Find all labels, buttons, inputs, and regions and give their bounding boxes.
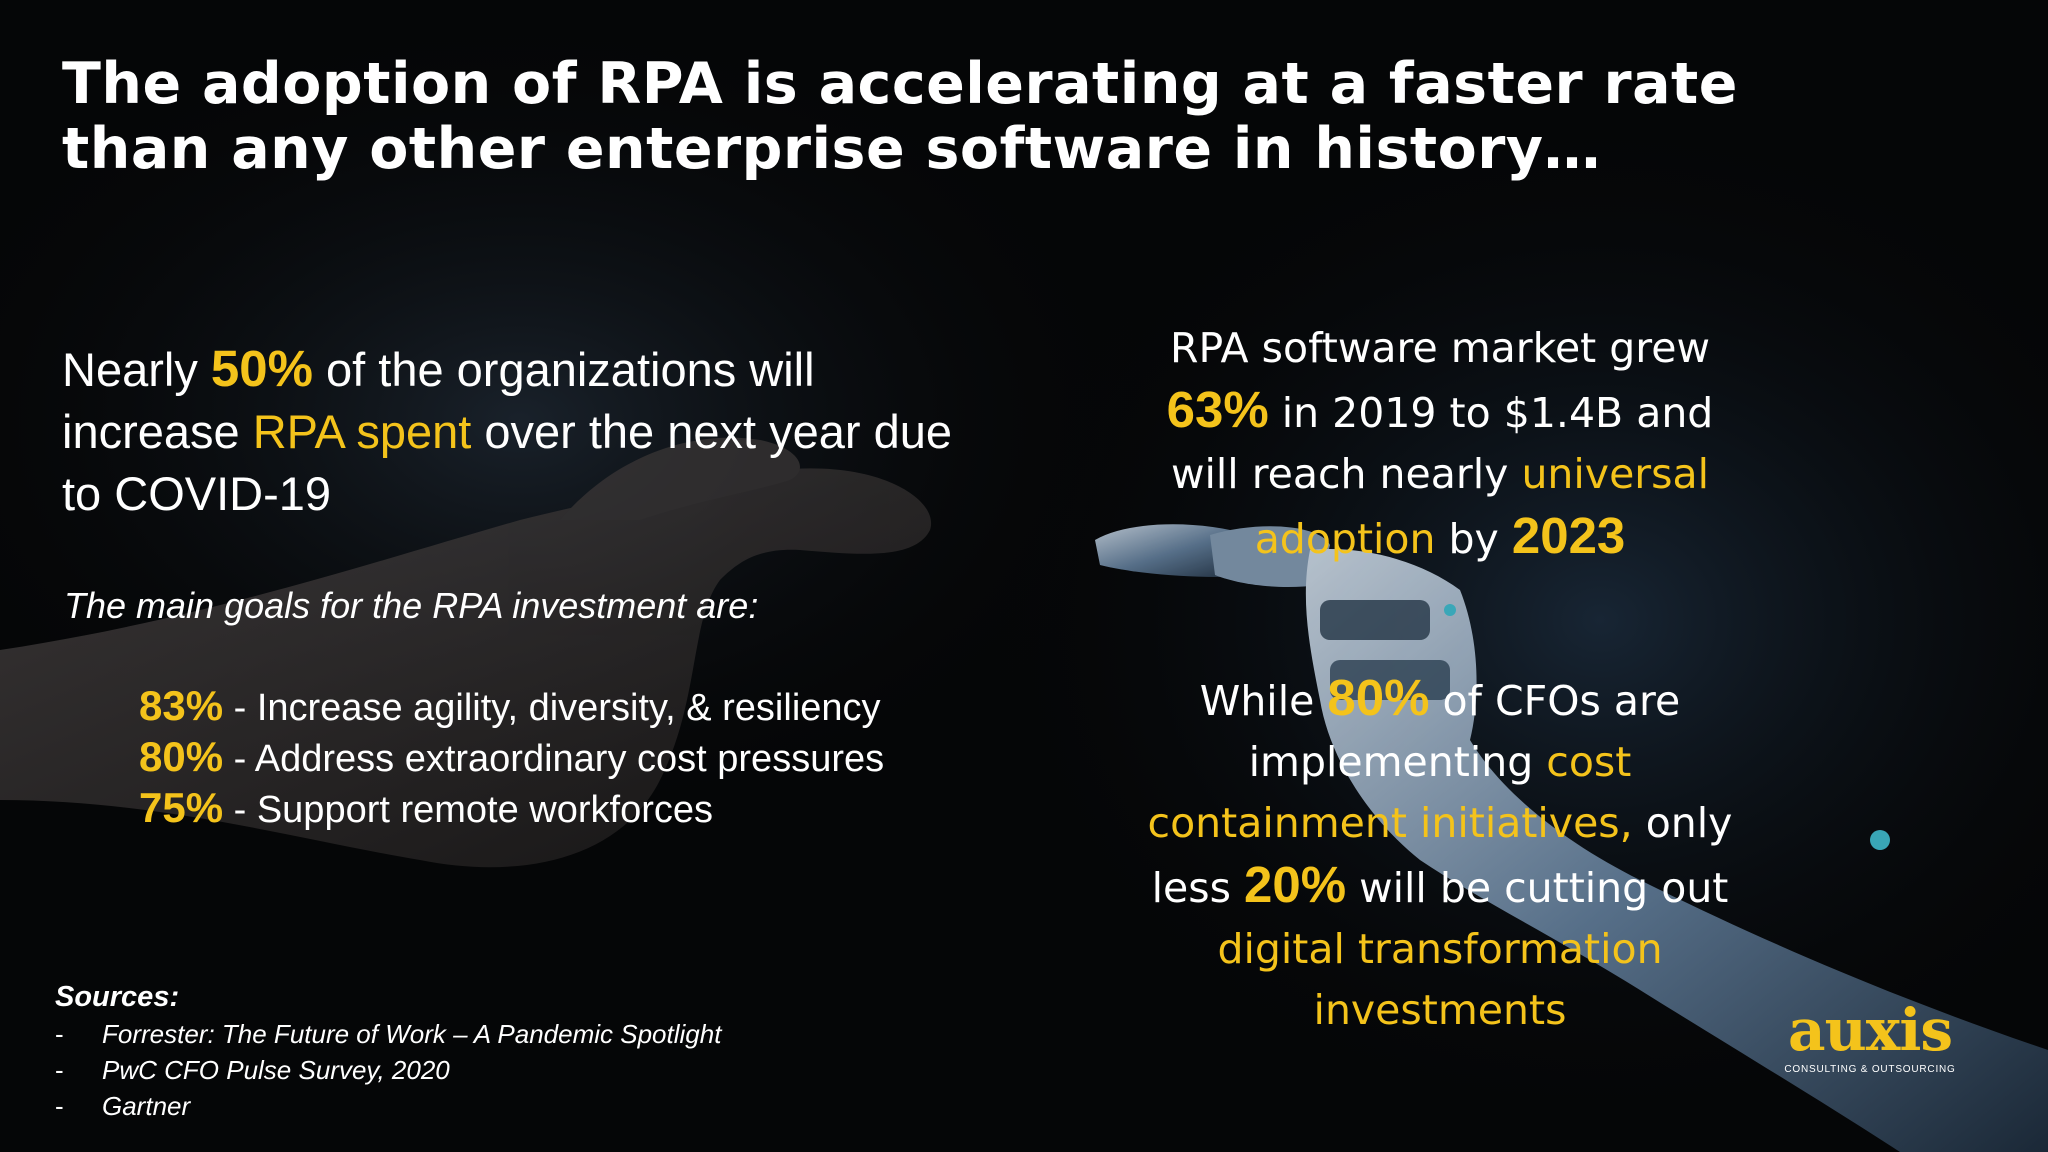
right-glow-shape: [980, 100, 2048, 1140]
logo-wordmark: auxis: [1787, 996, 1953, 1064]
market-growth-block: RPA software market grew 63% in 2019 to …: [1090, 318, 1790, 570]
cfo-line-3: containment initiatives, only: [1090, 793, 1790, 854]
market-line-2-text: in 2019 to $1.4B and: [1268, 389, 1714, 437]
market-highlight-adoption: adoption: [1254, 515, 1436, 563]
cfo-block: While 80% of CFOs are implementing cost …: [1090, 667, 1790, 1041]
title-line-1: The adoption of RPA is accelerating at a…: [62, 51, 1738, 117]
intro-highlight: RPA spent: [252, 405, 472, 458]
cfo-line-3-post: only: [1632, 799, 1733, 847]
goals-intro: The main goals for the RPA investment ar…: [64, 585, 759, 626]
source-dash: -: [55, 1019, 64, 1049]
source-item: - Gartner: [55, 1088, 955, 1124]
human-hand-shape: [0, 437, 932, 868]
cfo-line-2-pre: implementing: [1248, 738, 1547, 786]
source-item: - Forrester: The Future of Work – A Pande…: [55, 1016, 955, 1052]
goal-percent: 80%: [139, 733, 224, 780]
source-text: Forrester: The Future of Work – A Pandem…: [102, 1019, 722, 1049]
cfo-line-1-post: of CFOs are: [1429, 677, 1681, 725]
auxis-logo: auxis CONSULTING & OUTSOURCING: [1780, 1000, 1960, 1080]
logo-tagline: CONSULTING & OUTSOURCING: [1784, 1064, 1956, 1075]
cfo-line-4: less 20% will be cutting out: [1090, 854, 1790, 919]
goal-text: - Increase agility, diversity, & resilie…: [223, 687, 881, 729]
source-text: Gartner: [102, 1091, 191, 1121]
market-percent: 63%: [1166, 381, 1269, 438]
cfo-percent-2: 20%: [1243, 856, 1347, 913]
source-text: PwC CFO Pulse Survey, 2020: [102, 1055, 450, 1085]
market-line-2: 63% in 2019 to $1.4B and: [1090, 379, 1790, 444]
goal-item: 75% - Support remote workforces: [139, 782, 959, 833]
sources-section: Sources: - Forrester: The Future of Work …: [55, 978, 955, 1124]
cfo-line-2: implementing cost: [1090, 732, 1790, 793]
goal-item: 83% - Increase agility, diversity, & res…: [139, 680, 959, 731]
intro-middle: of the organizations will increase: [62, 343, 815, 458]
goal-text: - Address extraordinary cost pressures: [223, 738, 885, 780]
cfo-line-4-pre: less: [1151, 864, 1244, 912]
market-line-4: adoption by 2023: [1090, 505, 1790, 570]
intro-percent: 50%: [210, 340, 313, 397]
title-line-2: than any other enterprise software in hi…: [62, 116, 1602, 182]
robot-hand-shape: [1095, 524, 2048, 1152]
market-year: 2023: [1511, 507, 1626, 564]
intro-prefix: Nearly: [62, 343, 211, 396]
goal-text: - Support remote workforces: [223, 789, 714, 831]
cfo-line-4-post: will be cutting out: [1346, 864, 1729, 912]
goals-list: 83% - Increase agility, diversity, & res…: [139, 680, 959, 833]
market-line-4-text: by: [1435, 515, 1512, 563]
market-highlight-universal: universal: [1521, 450, 1710, 498]
slide-title: The adoption of RPA is accelerating at a…: [62, 52, 1862, 182]
cfo-line-5: digital transformation: [1217, 925, 1663, 973]
market-line-3-text: will reach nearly: [1170, 450, 1522, 498]
source-item: - PwC CFO Pulse Survey, 2020: [55, 1052, 955, 1088]
cfo-highlight-cost: cost: [1546, 738, 1632, 786]
market-line-1: RPA software market grew: [1169, 324, 1711, 372]
sources-title: Sources:: [55, 981, 180, 1013]
cfo-line-1-pre: While: [1199, 677, 1328, 725]
intro-suffix: over the next year due to COVID-19: [62, 405, 953, 520]
source-dash: -: [55, 1055, 64, 1085]
cfo-line-6: investments: [1313, 986, 1567, 1034]
source-dash: -: [55, 1091, 64, 1121]
cfo-line-1: While 80% of CFOs are: [1090, 667, 1790, 732]
left-intro-paragraph: Nearly 50% of the organizations will inc…: [62, 338, 962, 525]
market-line-3: will reach nearly universal: [1090, 444, 1790, 505]
goal-percent: 75%: [139, 784, 224, 831]
goal-percent: 83%: [139, 682, 224, 729]
cfo-highlight-containment: containment initiatives,: [1147, 799, 1633, 847]
goal-item: 80% - Address extraordinary cost pressur…: [139, 731, 959, 782]
cfo-percent-1: 80%: [1327, 669, 1430, 726]
